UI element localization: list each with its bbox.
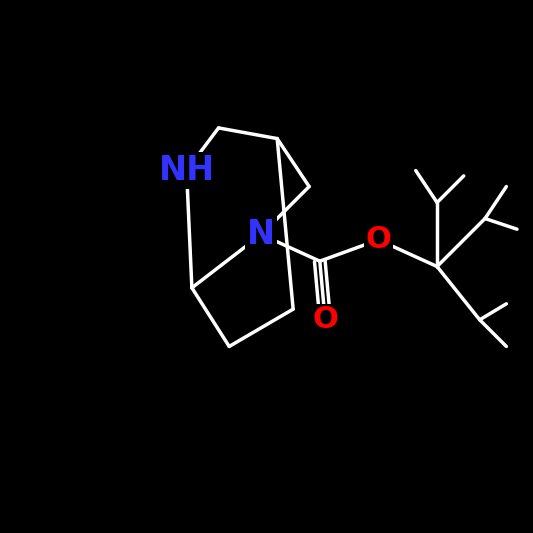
Text: O: O (312, 305, 338, 334)
Text: O: O (366, 225, 391, 254)
Text: NH: NH (158, 154, 215, 187)
Text: N: N (247, 218, 275, 251)
